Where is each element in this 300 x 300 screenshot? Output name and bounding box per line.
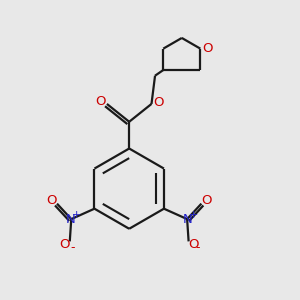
Text: O: O (189, 238, 199, 251)
Text: N: N (65, 213, 75, 226)
Text: N: N (183, 213, 193, 226)
Text: +: + (189, 210, 198, 220)
Text: O: O (59, 238, 70, 251)
Text: -: - (195, 242, 200, 254)
Text: O: O (202, 42, 213, 55)
Text: O: O (153, 96, 163, 109)
Text: O: O (46, 194, 57, 207)
Text: +: + (71, 210, 81, 220)
Text: O: O (202, 194, 212, 207)
Text: O: O (95, 95, 106, 108)
Text: -: - (70, 242, 74, 254)
